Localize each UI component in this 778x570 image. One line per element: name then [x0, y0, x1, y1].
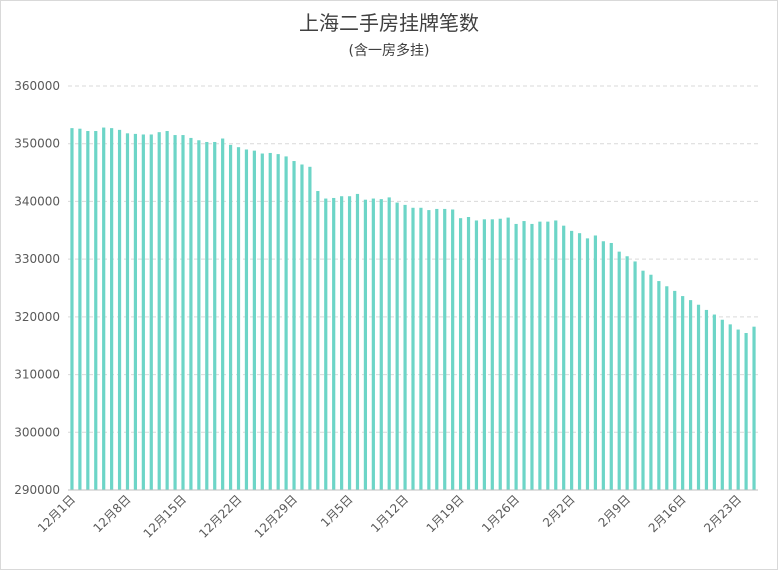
- bar: [110, 128, 114, 491]
- bar: [530, 223, 534, 491]
- bar: [720, 319, 724, 490]
- bar: [514, 223, 518, 491]
- bar: [466, 217, 471, 491]
- bar: [601, 241, 605, 490]
- bar: [347, 196, 352, 490]
- bar: [308, 166, 312, 491]
- bar: [228, 144, 233, 490]
- bar: [78, 128, 82, 491]
- bar: [133, 133, 138, 490]
- bar: [371, 198, 375, 491]
- bar: [538, 221, 542, 490]
- bar: [300, 164, 304, 490]
- bar: [102, 127, 106, 490]
- bar: [411, 207, 415, 490]
- bar: [522, 221, 526, 490]
- bar: [268, 152, 272, 490]
- bar: [474, 220, 479, 490]
- bar: [141, 134, 145, 491]
- bar: [482, 219, 486, 490]
- bar: [443, 208, 447, 490]
- bar: [570, 230, 574, 490]
- bar: [70, 128, 74, 491]
- bar: [625, 256, 629, 490]
- bar: [157, 132, 161, 490]
- bar: [125, 133, 130, 490]
- bar: [355, 193, 360, 490]
- bar: [744, 333, 748, 490]
- bar: [205, 141, 209, 491]
- bar: [236, 147, 241, 491]
- bar: [117, 129, 122, 490]
- y-tick-label: 300000: [14, 425, 60, 439]
- bar: [657, 281, 661, 490]
- y-tick-label: 360000: [14, 79, 60, 93]
- bar: [363, 199, 368, 490]
- bar: [332, 197, 336, 491]
- bar: [252, 150, 256, 490]
- bar: [712, 314, 716, 490]
- bar: [704, 309, 709, 490]
- chart-title: 上海二手房挂牌笔数: [299, 11, 479, 35]
- bar: [379, 199, 383, 490]
- bar: [665, 286, 669, 490]
- bar: [260, 153, 264, 491]
- bar: [554, 220, 558, 490]
- bar: [86, 131, 90, 490]
- y-tick-label: 290000: [14, 483, 60, 497]
- bar: [458, 218, 463, 490]
- bar: [197, 140, 201, 490]
- bar: [189, 137, 193, 490]
- bar: [419, 207, 423, 490]
- bar: [340, 196, 344, 490]
- bar: [292, 161, 296, 490]
- y-tick-label: 350000: [14, 137, 60, 151]
- y-tick-label: 340000: [14, 194, 60, 208]
- bar: [506, 217, 510, 491]
- bar: [324, 198, 328, 491]
- bar: [173, 135, 177, 491]
- bar: [649, 274, 653, 490]
- bar: [641, 270, 645, 490]
- bar: [617, 251, 621, 490]
- bar: [244, 149, 249, 490]
- bar: [387, 197, 391, 491]
- bar: [736, 329, 740, 490]
- bar: [593, 235, 598, 490]
- bar: [490, 219, 494, 490]
- chart-subtitle: (含一房多挂): [349, 42, 430, 59]
- y-tick-label: 330000: [14, 252, 60, 266]
- bar: [94, 131, 98, 490]
- bar: [149, 134, 153, 491]
- y-tick-label: 320000: [14, 310, 60, 324]
- bar: [562, 225, 566, 490]
- bar: [752, 326, 756, 490]
- bar: [316, 191, 320, 491]
- bar: [546, 221, 550, 490]
- bar: [688, 300, 693, 490]
- bar: [681, 296, 685, 490]
- bar: [276, 154, 280, 491]
- bar: [609, 242, 613, 490]
- bar: [395, 202, 399, 490]
- y-tick-label: 310000: [14, 368, 60, 382]
- bar: [213, 141, 217, 491]
- bar: [221, 138, 225, 490]
- bar: [427, 210, 431, 491]
- bar: [451, 209, 455, 490]
- bar: [165, 131, 169, 490]
- bar: [181, 135, 185, 491]
- bar: [284, 156, 288, 490]
- bar: [435, 208, 439, 490]
- bar: [577, 233, 582, 490]
- bar: [696, 304, 701, 490]
- bar: [728, 324, 732, 490]
- bar: [498, 218, 502, 490]
- bar: [403, 204, 407, 491]
- bar: [585, 238, 590, 490]
- bar: [673, 290, 677, 490]
- bar: [633, 261, 637, 490]
